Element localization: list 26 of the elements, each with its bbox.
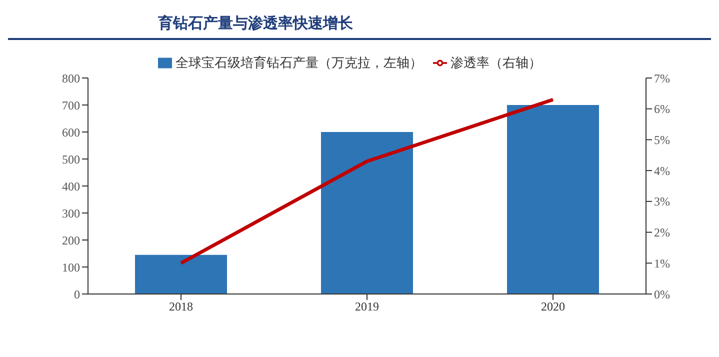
bar [507,105,599,294]
x-tick-label: 2020 [541,300,565,314]
y2-tick-label: 2% [654,226,670,240]
x-tick-label: 2018 [169,300,193,314]
y-tick-label: 800 [62,71,80,86]
legend-label: 全球宝石级培育钻石产量（万克拉，左轴） [176,56,422,71]
y-tick-label: 700 [62,98,80,112]
y-tick-label: 200 [62,233,80,248]
bar [135,254,227,294]
y-tick-label: 300 [62,206,80,220]
y-tick-label: 400 [62,179,80,194]
y2-tick-label: 7% [654,71,670,86]
legend-label: 渗透率（右轴） [450,56,542,71]
y2-tick-label: 4% [654,164,670,178]
y2-tick-label: 6% [654,102,670,116]
y-tick-label: 100 [62,260,80,274]
y-tick-label: 600 [62,125,80,140]
y2-tick-label: 3% [654,194,670,209]
bar [321,132,413,294]
y-tick-label: 500 [62,152,80,166]
y2-tick-label: 5% [654,132,670,147]
chart-title: 育钻石产量与渗透率快速增长 [158,14,353,33]
y2-tick-label: 0% [654,287,670,302]
y2-tick-label: 1% [654,256,670,270]
y-tick-label: 0 [74,287,80,302]
x-tick-label: 2019 [355,300,379,314]
